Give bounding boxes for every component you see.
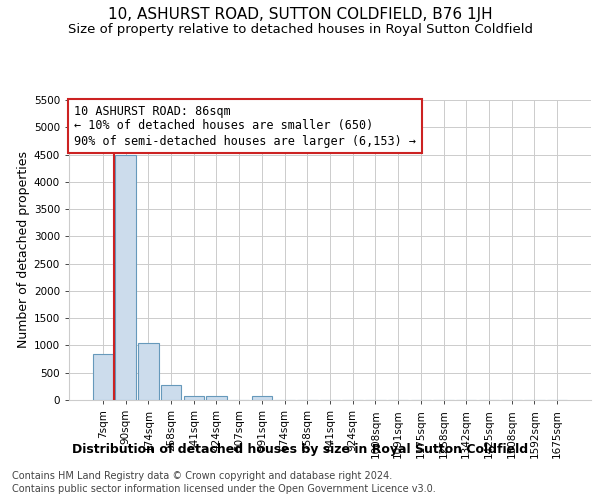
Text: 10 ASHURST ROAD: 86sqm
← 10% of detached houses are smaller (650)
90% of semi-de: 10 ASHURST ROAD: 86sqm ← 10% of detached… [74, 104, 416, 148]
Y-axis label: Number of detached properties: Number of detached properties [17, 152, 29, 348]
Bar [184, 396, 204, 400]
Text: Contains HM Land Registry data © Crown copyright and database right 2024.: Contains HM Land Registry data © Crown c… [12, 471, 392, 481]
Text: Contains public sector information licensed under the Open Government Licence v3: Contains public sector information licen… [12, 484, 436, 494]
Text: Distribution of detached houses by size in Royal Sutton Coldfield: Distribution of detached houses by size … [72, 442, 528, 456]
Text: 10, ASHURST ROAD, SUTTON COLDFIELD, B76 1JH: 10, ASHURST ROAD, SUTTON COLDFIELD, B76 … [107, 8, 493, 22]
Bar [93, 354, 113, 400]
Bar [115, 154, 136, 400]
Bar [206, 396, 227, 400]
Text: Size of property relative to detached houses in Royal Sutton Coldfield: Size of property relative to detached ho… [67, 22, 533, 36]
Bar [161, 386, 181, 400]
Bar [251, 396, 272, 400]
Bar [138, 342, 158, 400]
